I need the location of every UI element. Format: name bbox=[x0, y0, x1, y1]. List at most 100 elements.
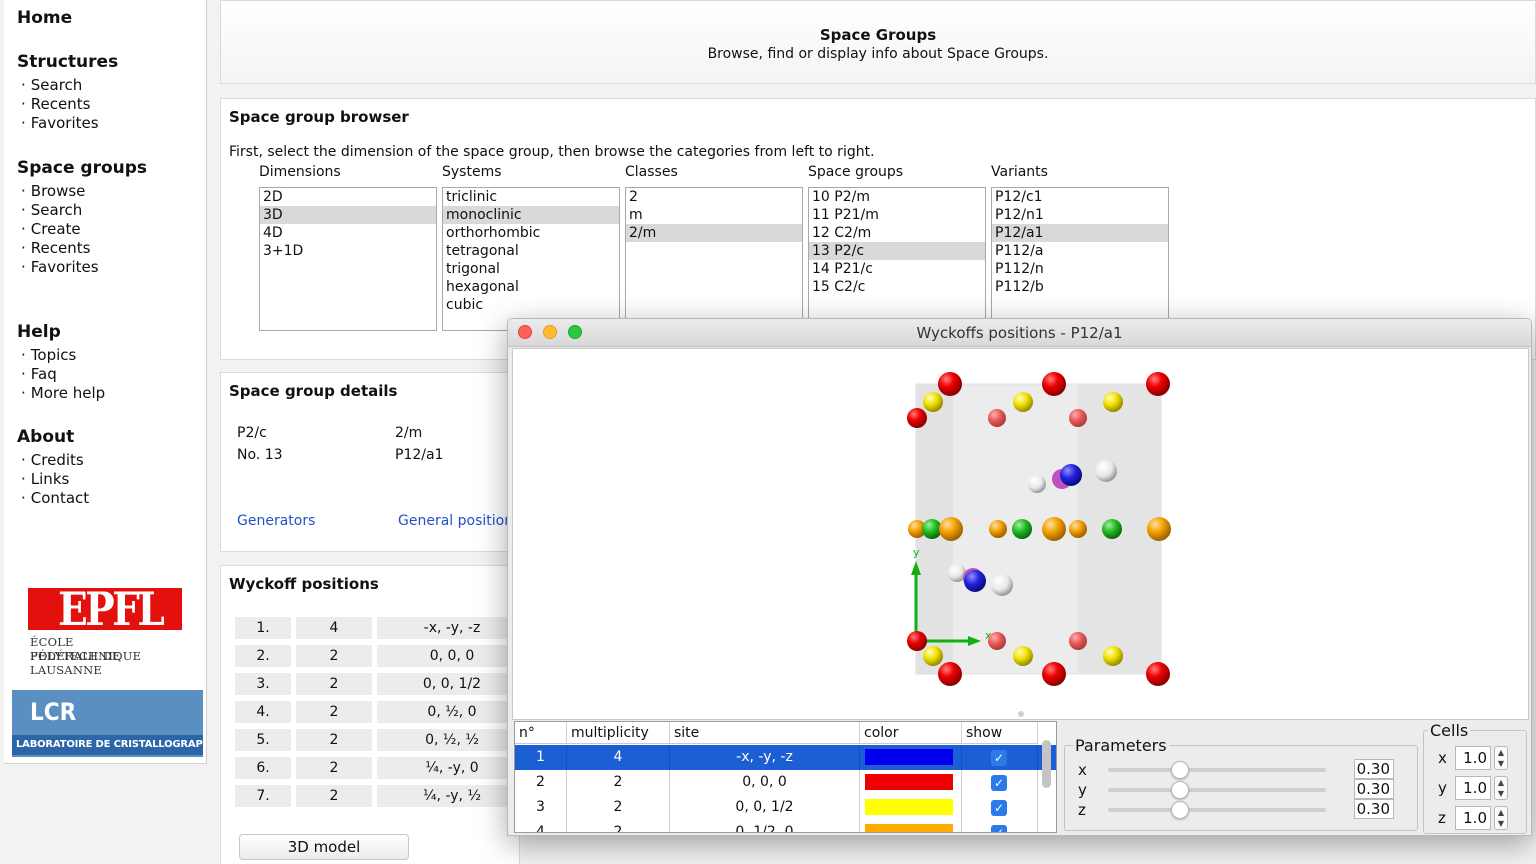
col-header-show[interactable]: show bbox=[962, 722, 1038, 744]
list-item[interactable]: m bbox=[629, 207, 643, 223]
sidebar-sg-browse[interactable]: Browse bbox=[21, 182, 86, 200]
cells-stepper-y-icon[interactable]: ▲ ▼ bbox=[1494, 776, 1508, 800]
3d-model-button[interactable]: 3D model bbox=[239, 834, 409, 860]
table-row-selected[interactable]: 1 4 -x, -y, -z ✓ bbox=[515, 745, 1056, 770]
close-icon[interactable] bbox=[518, 325, 532, 339]
generators-link[interactable]: Generators bbox=[237, 513, 316, 529]
minimize-icon[interactable] bbox=[543, 325, 557, 339]
zoom-icon[interactable] bbox=[568, 325, 582, 339]
show-checkbox-icon[interactable]: ✓ bbox=[991, 750, 1007, 766]
3d-viewer[interactable]: y x bbox=[512, 348, 1529, 720]
param-slider-z[interactable] bbox=[1171, 801, 1189, 819]
sidebar-structures-recents[interactable]: Recents bbox=[21, 95, 91, 113]
row-site[interactable]: 0, 1/2, 0 bbox=[670, 820, 860, 832]
list-item[interactable]: 10 P2/m bbox=[812, 189, 870, 205]
param-slider-z-track[interactable] bbox=[1108, 808, 1326, 812]
param-slider-x-track[interactable] bbox=[1108, 768, 1326, 772]
general-position-link[interactable]: General position bbox=[398, 513, 514, 529]
row-color[interactable] bbox=[860, 795, 962, 820]
cells-value-y[interactable]: 1.0 bbox=[1455, 776, 1491, 800]
param-value-x[interactable]: 0.30 bbox=[1354, 759, 1394, 779]
row-color[interactable] bbox=[860, 820, 962, 832]
sidebar-structures-favorites[interactable]: Favorites bbox=[21, 114, 99, 132]
sidebar-sg-search[interactable]: Search bbox=[21, 201, 83, 219]
dimensions-list[interactable]: 2D 3D 4D 3+1D bbox=[259, 187, 437, 331]
list-item-selected[interactable]: 13 P2/c bbox=[809, 242, 985, 260]
classes-list[interactable]: 2 m 2/m bbox=[625, 187, 803, 331]
list-item[interactable]: cubic bbox=[446, 297, 484, 313]
row-show[interactable]: ✓ bbox=[962, 820, 1038, 832]
table-row[interactable]: 3 2 0, 0, 1/2 ✓ bbox=[515, 795, 1056, 820]
list-item[interactable]: P112/a bbox=[995, 243, 1044, 259]
color-swatch[interactable] bbox=[865, 824, 953, 832]
list-item[interactable]: 3+1D bbox=[263, 243, 304, 259]
sidebar-sg-recents[interactable]: Recents bbox=[21, 239, 91, 257]
row-color[interactable] bbox=[860, 745, 962, 770]
sidebar-about-credits[interactable]: Credits bbox=[21, 451, 84, 469]
list-item[interactable]: 2D bbox=[263, 189, 283, 205]
cells-stepper-z-icon[interactable]: ▲ ▼ bbox=[1494, 806, 1508, 830]
param-slider-y-track[interactable] bbox=[1108, 788, 1326, 792]
sidebar-help-faq[interactable]: Faq bbox=[21, 365, 57, 383]
cells-value-z[interactable]: 1.0 bbox=[1455, 806, 1491, 830]
space-groups-list[interactable]: 10 P2/m 11 P21/m 12 C2/m 13 P2/c 14 P21/… bbox=[808, 187, 986, 331]
cells-value-x[interactable]: 1.0 bbox=[1455, 746, 1491, 770]
color-swatch[interactable] bbox=[865, 749, 953, 765]
sidebar-help-more[interactable]: More help bbox=[21, 384, 105, 402]
col-header-multiplicity[interactable]: multiplicity bbox=[567, 722, 670, 744]
list-item[interactable]: P12/n1 bbox=[995, 207, 1044, 223]
show-checkbox-icon[interactable]: ✓ bbox=[991, 775, 1007, 791]
param-value-y[interactable]: 0.30 bbox=[1354, 779, 1394, 799]
list-item-selected[interactable]: monoclinic bbox=[443, 206, 619, 224]
systems-list[interactable]: triclinic monoclinic orthorhombic tetrag… bbox=[442, 187, 620, 331]
sidebar-sg-favorites[interactable]: Favorites bbox=[21, 258, 99, 276]
row-color[interactable] bbox=[860, 770, 962, 795]
sidebar-sg-create[interactable]: Create bbox=[21, 220, 81, 238]
show-checkbox-icon[interactable]: ✓ bbox=[991, 825, 1007, 832]
col-header-site[interactable]: site bbox=[670, 722, 860, 744]
variants-list[interactable]: P12/c1 P12/n1 P12/a1 P112/a P112/n P112/… bbox=[991, 187, 1169, 331]
sidebar-help-topics[interactable]: Topics bbox=[21, 346, 77, 364]
sidebar-structures-search[interactable]: Search bbox=[21, 76, 83, 94]
list-item[interactable]: tetragonal bbox=[446, 243, 519, 259]
wyckoff-table[interactable]: n° multiplicity site color show 1 4 -x, … bbox=[514, 721, 1057, 833]
table-row[interactable]: 2 2 0, 0, 0 ✓ bbox=[515, 770, 1056, 795]
param-slider-y[interactable] bbox=[1171, 781, 1189, 799]
show-checkbox-icon[interactable]: ✓ bbox=[991, 800, 1007, 816]
col-header-color[interactable]: color bbox=[860, 722, 962, 744]
list-item[interactable]: 11 P21/m bbox=[812, 207, 879, 223]
row-show[interactable]: ✓ bbox=[962, 745, 1038, 770]
row-show[interactable]: ✓ bbox=[962, 770, 1038, 795]
color-swatch[interactable] bbox=[865, 799, 953, 815]
table-scrollbar[interactable] bbox=[1042, 740, 1051, 788]
sidebar-about-links[interactable]: Links bbox=[21, 470, 70, 488]
list-item[interactable]: 15 C2/c bbox=[812, 279, 866, 295]
list-item[interactable]: 12 C2/m bbox=[812, 225, 872, 241]
window-title-bar[interactable]: Wyckoffs positions - P12/a1 bbox=[508, 319, 1531, 347]
list-item[interactable]: triclinic bbox=[446, 189, 498, 205]
splitter-handle-icon[interactable] bbox=[1018, 711, 1024, 717]
sidebar-about-contact[interactable]: Contact bbox=[21, 489, 89, 507]
list-item[interactable]: P12/c1 bbox=[995, 189, 1043, 205]
col-header-n[interactable]: n° bbox=[515, 722, 567, 744]
list-item-selected[interactable]: P12/a1 bbox=[992, 224, 1168, 242]
list-item[interactable]: P112/b bbox=[995, 279, 1044, 295]
list-item[interactable]: hexagonal bbox=[446, 279, 519, 295]
list-item[interactable]: 2 bbox=[629, 189, 638, 205]
list-item[interactable]: 4D bbox=[263, 225, 283, 241]
lcr-logo[interactable]: LCR LABORATOIRE DE CRISTALLOGRAPHIE bbox=[12, 690, 203, 757]
row-site[interactable]: 0, 0, 1/2 bbox=[670, 795, 860, 820]
sidebar-home[interactable]: Home bbox=[17, 8, 73, 28]
list-item[interactable]: orthorhombic bbox=[446, 225, 541, 241]
list-item-selected[interactable]: 3D bbox=[260, 206, 436, 224]
row-site[interactable]: 0, 0, 0 bbox=[670, 770, 860, 795]
row-show[interactable]: ✓ bbox=[962, 795, 1038, 820]
list-item-selected[interactable]: 2/m bbox=[626, 224, 802, 242]
table-row[interactable]: 4 2 0, 1/2, 0 ✓ bbox=[515, 820, 1056, 832]
param-value-z[interactable]: 0.30 bbox=[1354, 799, 1394, 819]
epfl-logo[interactable]: EPFL ÉCOLE POLYTECHNIQUE FÉDÉRALE DE LAU… bbox=[28, 588, 186, 677]
list-item[interactable]: trigonal bbox=[446, 261, 500, 277]
list-item[interactable]: P112/n bbox=[995, 261, 1044, 277]
color-swatch[interactable] bbox=[865, 774, 953, 790]
row-site[interactable]: -x, -y, -z bbox=[670, 745, 860, 770]
